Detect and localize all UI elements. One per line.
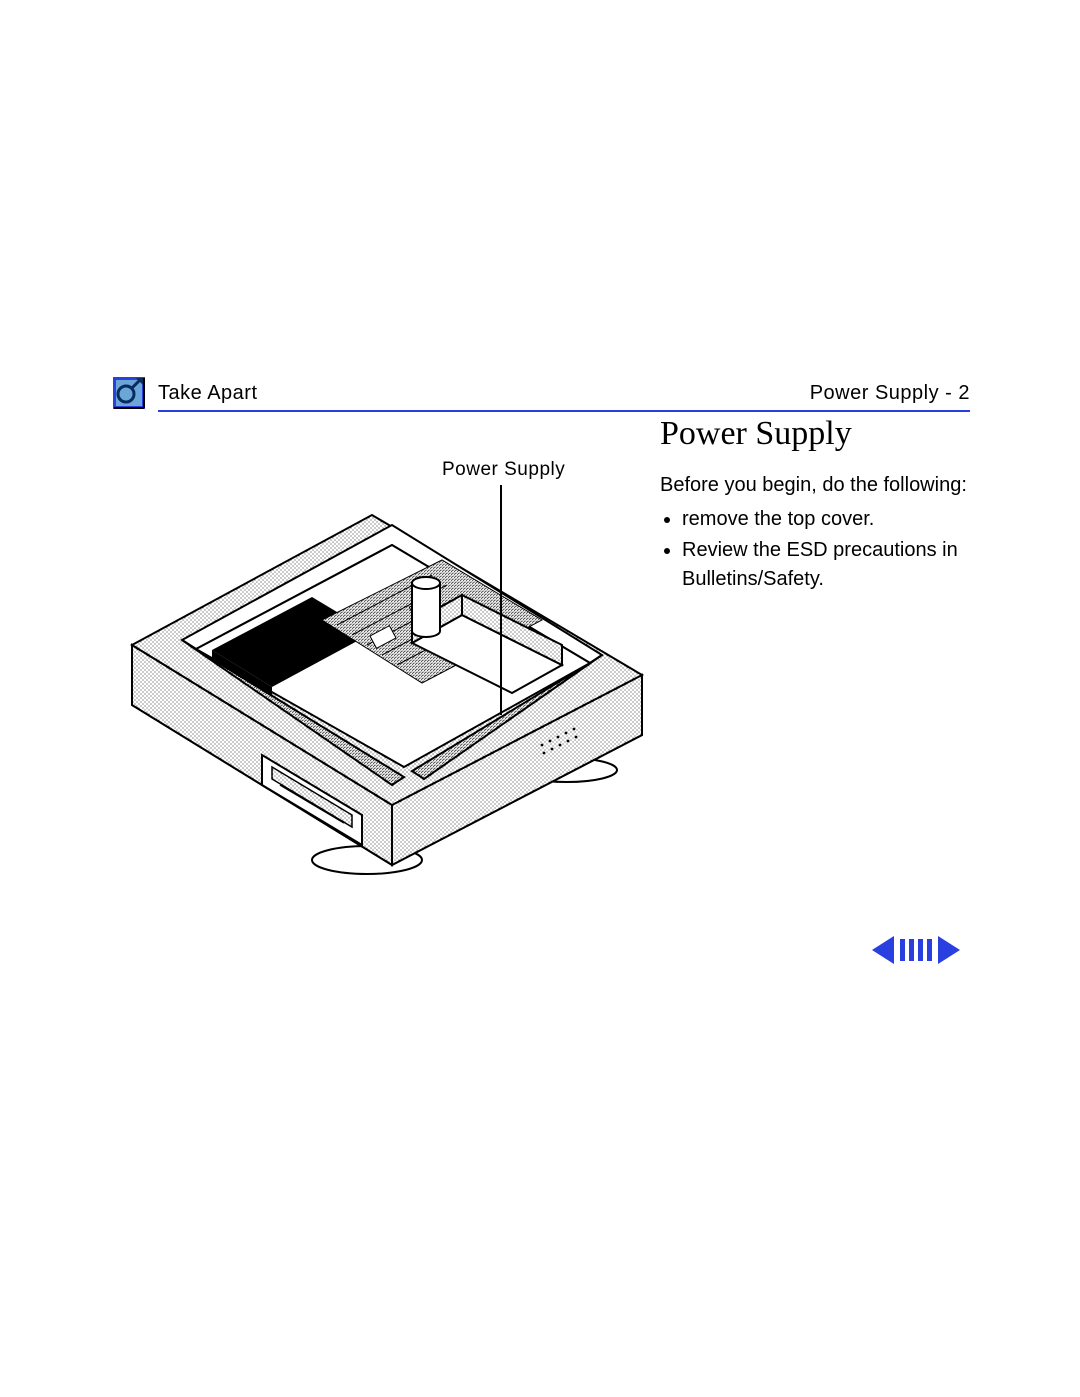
page-nav — [872, 932, 976, 968]
prev-page-button[interactable] — [872, 936, 894, 964]
intro-text: Before you begin, do the following: — [660, 471, 970, 499]
callout-leader-line — [500, 485, 502, 715]
section-icon — [112, 376, 146, 410]
figure-area: Power Supply — [112, 445, 652, 945]
step-list: remove the top cover. Review the ESD pre… — [660, 505, 970, 594]
pager-bar — [927, 939, 932, 961]
pager-bars — [900, 939, 932, 961]
section-name: Take Apart — [158, 382, 258, 405]
pager-bar — [900, 939, 905, 961]
pager-bar — [918, 939, 923, 961]
document-page: Take Apart Power Supply - 2 Power Supply — [0, 0, 1080, 1397]
list-item: Review the ESD precautions in Bulletins/… — [682, 536, 970, 594]
page-label: Power Supply - 2 — [810, 382, 970, 405]
next-page-button[interactable] — [938, 936, 960, 964]
header-rule — [158, 410, 970, 412]
pager-bar — [909, 939, 914, 961]
list-item: remove the top cover. — [682, 505, 970, 534]
content-column: Power Supply Before you begin, do the fo… — [660, 415, 970, 596]
page-title: Power Supply — [660, 415, 970, 453]
device-illustration — [112, 445, 652, 945]
callout-label: Power Supply — [442, 459, 565, 481]
